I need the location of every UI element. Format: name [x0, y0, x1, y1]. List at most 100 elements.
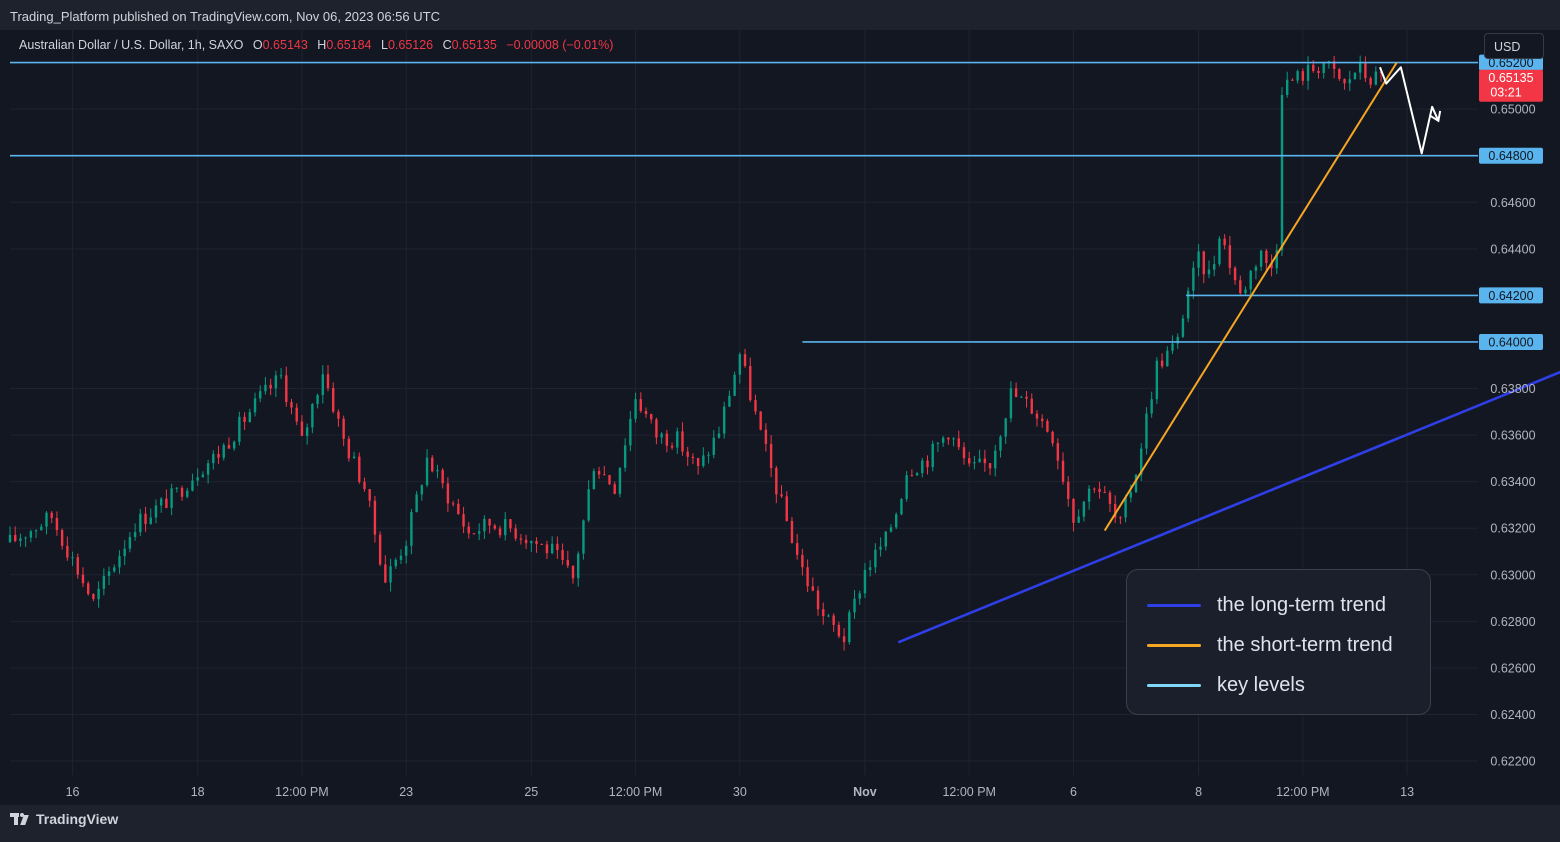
candle-body — [399, 555, 403, 560]
candle-body — [1259, 250, 1263, 267]
candle-body — [321, 374, 324, 396]
candle-body — [415, 494, 418, 513]
price-tick-label: 0.62200 — [1490, 755, 1535, 769]
candle-body — [577, 553, 580, 579]
candle-body — [1228, 245, 1232, 268]
price-tick-label: 0.62400 — [1490, 708, 1535, 722]
time-tick-label: 23 — [399, 785, 413, 799]
candle-body — [1155, 360, 1159, 400]
price-axis: 0.65000 0.64600 0.64400 0.63800 0.63600 0.634… — [1490, 103, 1535, 769]
candle-body — [519, 538, 523, 540]
candle-body — [686, 451, 689, 457]
candle-body — [1014, 388, 1018, 397]
candle-body — [128, 536, 132, 549]
candle-body — [988, 463, 992, 469]
candle-body — [279, 375, 283, 377]
candle-body — [378, 534, 382, 565]
long-term-trend-line — [897, 370, 1560, 644]
candle-body — [650, 414, 653, 420]
candle-body — [1025, 396, 1028, 399]
candle-body — [66, 545, 69, 558]
price-tick-label: 0.63000 — [1490, 568, 1535, 582]
candle-body — [1072, 498, 1075, 523]
time-tick-label: 16 — [66, 785, 80, 799]
legend-item-short-term: the short-term trend — [1147, 634, 1393, 657]
symbol-title[interactable]: Australian Dollar / U.S. Dollar, 1h, SAX… — [19, 38, 244, 52]
low-label: L — [381, 38, 388, 52]
bar-countdown-label: 03:21 — [1490, 86, 1521, 100]
candle-body — [910, 475, 914, 477]
candle-body — [34, 530, 38, 532]
candle-body — [1051, 431, 1054, 444]
legend-label: key levels — [1217, 674, 1305, 696]
current-price-tag — [1479, 69, 1543, 102]
candle-body — [926, 460, 929, 468]
candle-body — [1035, 413, 1039, 419]
open-value: 0.65143 — [262, 38, 308, 52]
candle-body — [1364, 63, 1367, 79]
candle-body — [14, 534, 17, 541]
candle-body — [1140, 448, 1143, 475]
candle-body — [561, 550, 564, 560]
candle-body — [201, 474, 205, 478]
currency-selector[interactable]: USD — [1484, 33, 1544, 59]
candle-body — [1181, 318, 1185, 337]
candle-body — [1009, 388, 1013, 419]
candle-body — [634, 399, 637, 419]
candle-body — [274, 375, 278, 389]
candle-body — [29, 531, 33, 538]
candle-body — [848, 612, 851, 643]
candle-body — [1077, 516, 1080, 523]
candle-body — [227, 445, 231, 449]
key-level-tag — [1479, 333, 1543, 350]
candle-body — [248, 412, 252, 423]
candle-body — [222, 445, 225, 458]
candle-body — [769, 443, 773, 469]
candle-body — [707, 454, 710, 456]
candle-body — [332, 388, 335, 412]
candle-body — [722, 406, 726, 434]
candle-body — [947, 437, 950, 440]
candle-body — [827, 615, 830, 617]
candle-body — [8, 534, 12, 543]
candle-body — [186, 490, 189, 497]
candle-body — [1134, 474, 1138, 493]
candle-body — [644, 410, 648, 415]
legend-item-key-levels: key levels — [1147, 674, 1305, 697]
candle-body — [1186, 290, 1190, 319]
candle-body — [582, 520, 585, 554]
tradingview-logo[interactable]: TradingView — [10, 811, 118, 827]
candle-body — [253, 398, 257, 413]
candle-body — [1223, 238, 1226, 246]
candle-body — [795, 543, 799, 555]
candle-body — [941, 437, 945, 443]
price-tick-label: 0.62600 — [1490, 661, 1535, 675]
candle-body — [608, 475, 611, 485]
candle-body — [816, 590, 820, 610]
trend-legend: the long-term trend the short-term trend… — [1126, 569, 1431, 715]
trend-lines — [897, 62, 1560, 644]
candle-body — [1067, 481, 1070, 499]
candle-body — [514, 528, 517, 539]
candle-body — [1317, 70, 1320, 73]
candle-body — [107, 571, 111, 576]
candle-body — [1056, 443, 1060, 461]
published-caption: Trading_Platform published on TradingVie… — [10, 9, 440, 24]
candle-body — [269, 384, 272, 389]
candle-body — [196, 477, 199, 481]
candle-body — [1244, 289, 1247, 294]
candle-body — [712, 437, 715, 455]
candle-body — [300, 421, 304, 436]
candle-body — [968, 458, 971, 464]
candle-body — [206, 463, 210, 475]
candle-body — [170, 488, 173, 508]
candle-body — [811, 586, 815, 591]
candle-body — [1087, 488, 1091, 502]
candle-body — [384, 564, 387, 583]
candle-body — [19, 538, 22, 541]
candle-body — [764, 429, 768, 444]
candle-body — [431, 457, 434, 472]
candle-body — [352, 456, 356, 459]
